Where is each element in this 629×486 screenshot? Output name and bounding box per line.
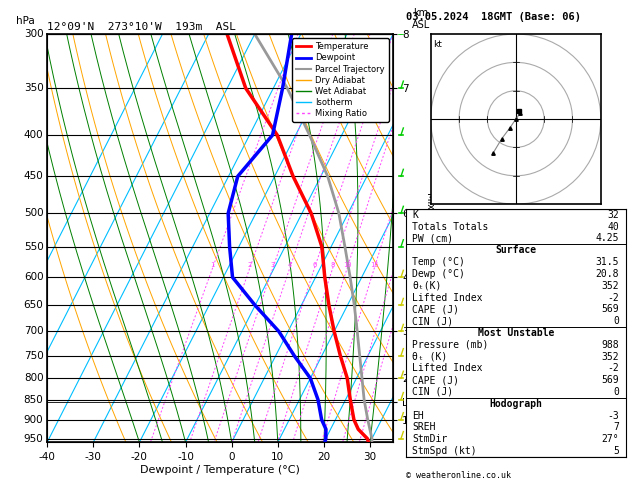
Text: θₜ(K): θₜ(K) <box>413 281 442 291</box>
Text: 27°: 27° <box>601 434 619 444</box>
Text: CAPE (J): CAPE (J) <box>413 375 459 385</box>
Text: 6: 6 <box>312 262 316 268</box>
Text: StmSpd (kt): StmSpd (kt) <box>413 446 477 456</box>
Text: K: K <box>413 210 418 220</box>
Text: 4.25: 4.25 <box>596 233 619 243</box>
Text: 850: 850 <box>24 395 43 404</box>
Text: 352: 352 <box>601 281 619 291</box>
Text: 400: 400 <box>24 130 43 140</box>
X-axis label: Dewpoint / Temperature (°C): Dewpoint / Temperature (°C) <box>140 465 300 475</box>
Legend: Temperature, Dewpoint, Parcel Trajectory, Dry Adiabat, Wet Adiabat, Isotherm, Mi: Temperature, Dewpoint, Parcel Trajectory… <box>292 38 389 122</box>
Text: Dewp (°C): Dewp (°C) <box>413 269 465 279</box>
Text: 352: 352 <box>601 351 619 362</box>
Text: 0: 0 <box>613 387 619 397</box>
Text: © weatheronline.co.uk: © weatheronline.co.uk <box>406 471 511 480</box>
Text: -3: -3 <box>608 411 619 420</box>
Text: 550: 550 <box>24 242 43 252</box>
Text: 800: 800 <box>24 373 43 383</box>
Text: 0: 0 <box>613 316 619 326</box>
Text: 700: 700 <box>24 327 43 336</box>
Text: 600: 600 <box>24 272 43 282</box>
Text: 300: 300 <box>24 29 43 39</box>
Text: 750: 750 <box>24 350 43 361</box>
Text: Hodograph: Hodograph <box>489 399 542 409</box>
Text: CIN (J): CIN (J) <box>413 387 454 397</box>
Text: hPa: hPa <box>16 16 35 26</box>
Text: StmDir: StmDir <box>413 434 448 444</box>
Text: 450: 450 <box>24 172 43 181</box>
Text: Most Unstable: Most Unstable <box>477 328 554 338</box>
Text: 8: 8 <box>330 262 335 268</box>
Text: 7: 7 <box>613 422 619 433</box>
Text: 650: 650 <box>24 300 43 311</box>
Text: 20.8: 20.8 <box>596 269 619 279</box>
Text: 950: 950 <box>24 434 43 444</box>
Text: 31.5: 31.5 <box>596 257 619 267</box>
Text: 4: 4 <box>287 262 292 268</box>
Text: 5: 5 <box>613 446 619 456</box>
Text: km
ASL: km ASL <box>411 8 430 30</box>
Text: Lifted Index: Lifted Index <box>413 364 483 373</box>
Text: 988: 988 <box>601 340 619 350</box>
Text: 350: 350 <box>24 83 43 93</box>
Text: -2: -2 <box>608 364 619 373</box>
Text: -2: -2 <box>608 293 619 302</box>
Text: 900: 900 <box>24 415 43 425</box>
Text: 10: 10 <box>343 262 352 268</box>
Text: 1: 1 <box>210 262 214 268</box>
Text: 569: 569 <box>601 375 619 385</box>
Text: 32: 32 <box>608 210 619 220</box>
Text: CAPE (J): CAPE (J) <box>413 304 459 314</box>
Text: 12°09'N  273°10'W  193m  ASL: 12°09'N 273°10'W 193m ASL <box>47 22 236 32</box>
Text: 569: 569 <box>601 304 619 314</box>
Text: 40: 40 <box>608 222 619 232</box>
Text: Lifted Index: Lifted Index <box>413 293 483 302</box>
Text: Totals Totals: Totals Totals <box>413 222 489 232</box>
Text: EH: EH <box>413 411 424 420</box>
Text: 500: 500 <box>24 208 43 218</box>
Text: SREH: SREH <box>413 422 436 433</box>
Text: 15: 15 <box>370 262 379 268</box>
Text: 03.05.2024  18GMT (Base: 06): 03.05.2024 18GMT (Base: 06) <box>406 12 581 22</box>
Text: Pressure (mb): Pressure (mb) <box>413 340 489 350</box>
Text: θₜ (K): θₜ (K) <box>413 351 448 362</box>
Text: 2: 2 <box>248 262 252 268</box>
Y-axis label: Mixing Ratio (g/kg): Mixing Ratio (g/kg) <box>425 192 435 284</box>
Text: Surface: Surface <box>495 245 537 255</box>
Text: PW (cm): PW (cm) <box>413 233 454 243</box>
Text: kt: kt <box>433 40 442 49</box>
Text: 3: 3 <box>270 262 275 268</box>
Text: CIN (J): CIN (J) <box>413 316 454 326</box>
Text: Temp (°C): Temp (°C) <box>413 257 465 267</box>
